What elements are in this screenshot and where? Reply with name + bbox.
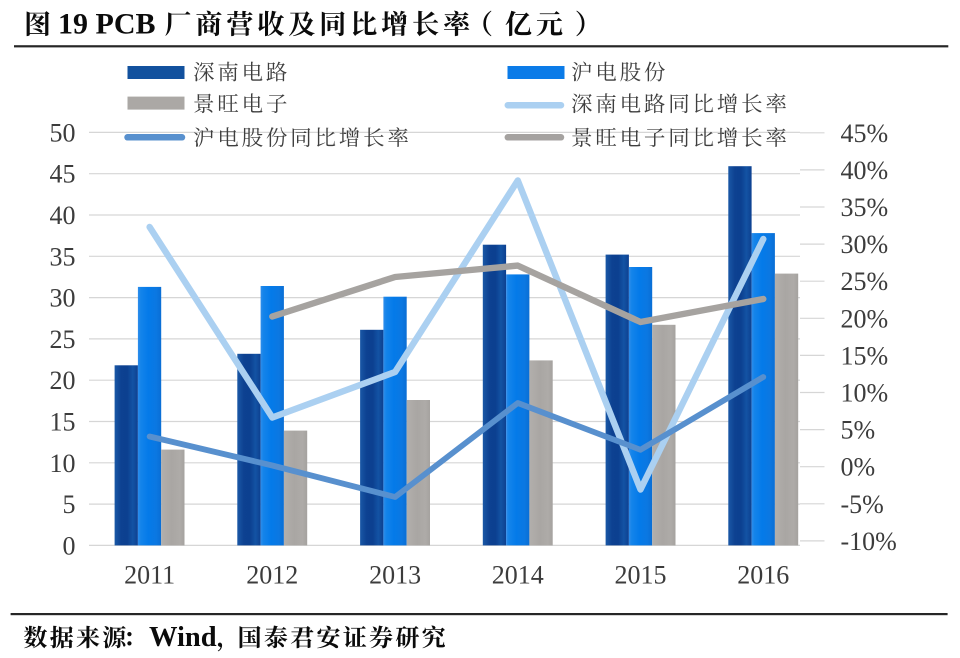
svg-text:40%: 40% <box>841 156 889 185</box>
svg-text:Wind: Wind <box>149 622 217 653</box>
svg-text:15: 15 <box>50 408 76 437</box>
svg-text:20%: 20% <box>841 304 889 333</box>
svg-text:30%: 30% <box>841 230 889 259</box>
svg-text:15%: 15% <box>841 341 889 370</box>
svg-text:2016: 2016 <box>737 561 789 590</box>
svg-text:5: 5 <box>63 490 76 519</box>
svg-text:19 PCB: 19 PCB <box>58 8 156 41</box>
svg-text:10: 10 <box>50 449 76 478</box>
svg-text:30: 30 <box>50 284 76 313</box>
svg-text:0: 0 <box>63 531 76 560</box>
svg-text:35: 35 <box>50 242 76 271</box>
svg-text:0%: 0% <box>841 453 876 482</box>
svg-text:2013: 2013 <box>369 561 421 590</box>
svg-text:45: 45 <box>50 160 76 189</box>
svg-text:50: 50 <box>50 118 76 147</box>
svg-text:2015: 2015 <box>615 561 667 590</box>
svg-text:2011: 2011 <box>124 561 175 590</box>
svg-text:20: 20 <box>50 366 76 395</box>
svg-text:45%: 45% <box>841 119 889 148</box>
svg-text:5%: 5% <box>841 416 876 445</box>
svg-text:-5%: -5% <box>841 490 884 519</box>
svg-text:-10%: -10% <box>841 527 897 556</box>
svg-text:10%: 10% <box>841 379 889 408</box>
svg-text:25: 25 <box>50 325 76 354</box>
svg-text:35%: 35% <box>841 193 889 222</box>
svg-text:2012: 2012 <box>246 561 298 590</box>
svg-text:40: 40 <box>50 201 76 230</box>
svg-text:25%: 25% <box>841 267 889 296</box>
svg-text:2014: 2014 <box>492 561 544 590</box>
